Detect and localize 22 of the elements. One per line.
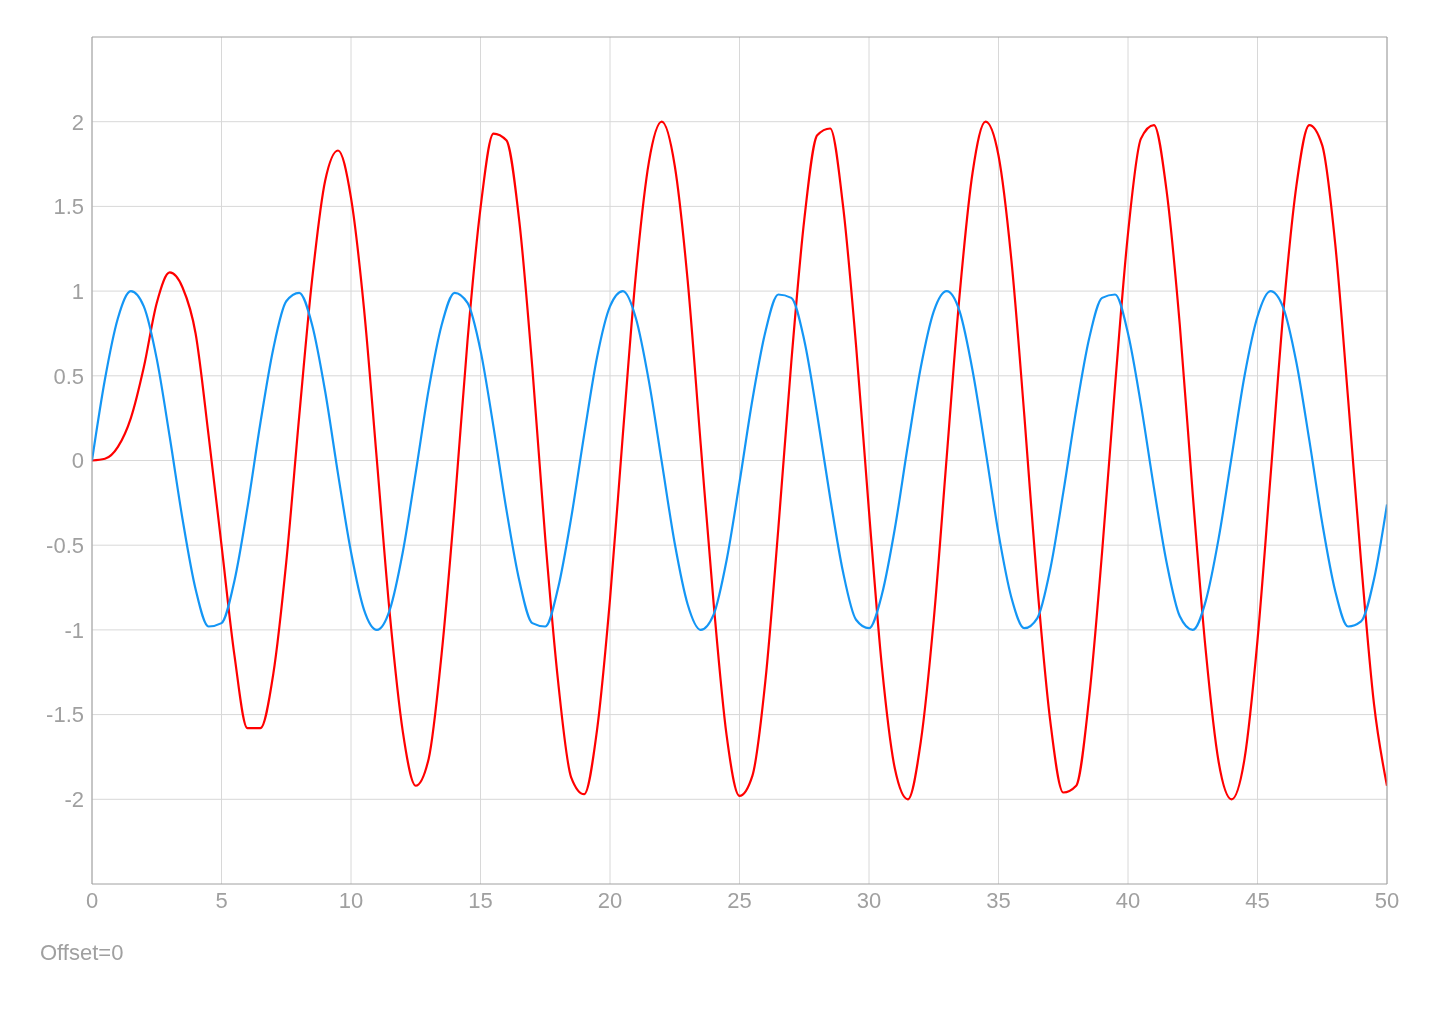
x-tick-label: 35 [986,887,1011,913]
x-tick-label: 10 [338,887,364,913]
x-tick-label: 30 [856,887,882,913]
y-tick-label: 2 [71,109,84,135]
y-tick-label: 0.5 [53,363,84,389]
x-tick-label: 25 [727,887,752,913]
x-tick-label: 5 [215,887,228,913]
x-tick-label: 40 [1115,887,1141,913]
y-tick-label: 0 [71,448,84,474]
x-tick-label: 15 [468,887,493,913]
y-tick-label: -1.5 [46,702,84,728]
y-tick-label: 1 [71,278,84,304]
x-tick-label: 45 [1245,887,1270,913]
line-series [92,120,1387,801]
y-tick-label: -2 [64,787,84,813]
y-tick-label: -1 [64,617,84,643]
x-tick-label: 50 [1374,887,1400,913]
x-tick-label: 20 [597,887,623,913]
text: Offset=0 [40,940,125,966]
y-tick-label: -0.5 [46,533,84,559]
y-tick-label: 1.5 [53,194,84,220]
line-series [92,290,1387,631]
